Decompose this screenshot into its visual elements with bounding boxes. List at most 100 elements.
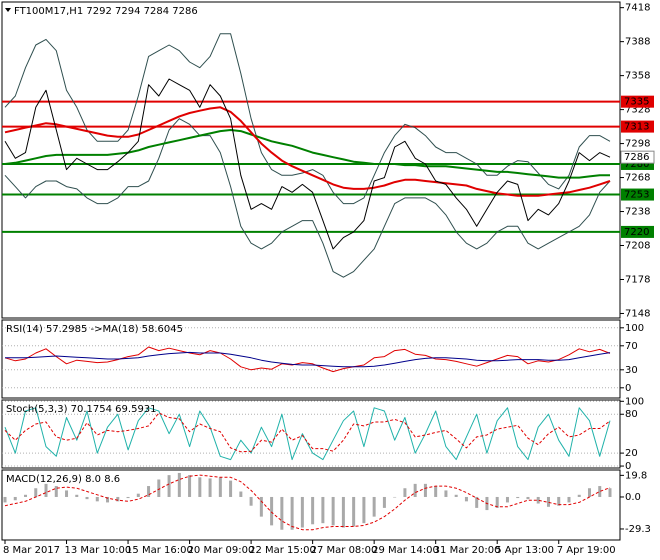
histogram-bar xyxy=(44,483,48,497)
histogram-bar xyxy=(434,486,438,497)
histogram-bar xyxy=(331,496,335,526)
level-tag xyxy=(621,95,654,108)
level-tag xyxy=(621,225,654,238)
histogram-bar xyxy=(577,494,581,497)
histogram-bar xyxy=(3,496,7,503)
y-tick-label: 19.8 xyxy=(625,470,647,481)
histogram-bar xyxy=(34,488,38,497)
histogram-bar xyxy=(475,496,479,508)
level-tag-label: 7280 xyxy=(624,159,649,170)
histogram-bar xyxy=(516,496,520,499)
histogram-bar xyxy=(454,494,458,497)
histogram-bar xyxy=(280,496,284,530)
series-line xyxy=(4,33,611,205)
histogram-bar xyxy=(505,496,509,503)
histogram-bar xyxy=(341,496,345,528)
panel-frame xyxy=(1,319,621,399)
y-tick-label: 7238 xyxy=(625,207,650,218)
histogram-bar xyxy=(557,496,561,506)
panel-plot xyxy=(2,400,620,467)
histogram-bar xyxy=(75,494,79,497)
histogram-bar xyxy=(188,475,192,497)
histogram-bar xyxy=(147,486,151,497)
histogram-bar xyxy=(536,496,540,504)
histogram-bar xyxy=(229,480,233,497)
x-tick-label: 31 Mar 20:00 xyxy=(434,545,501,556)
panel-plot xyxy=(3,472,612,531)
histogram-bar xyxy=(567,496,571,503)
level-tag xyxy=(621,188,654,201)
histogram-bar xyxy=(362,496,366,524)
panel-title: FT100M17,H1 7292 7294 7284 7286 xyxy=(14,6,198,17)
histogram-bar xyxy=(372,496,376,517)
histogram-bar xyxy=(157,479,161,497)
histogram-bar xyxy=(382,496,386,508)
histogram-bar xyxy=(95,496,99,502)
series-line xyxy=(4,106,611,197)
y-tick-label: 0 xyxy=(625,461,631,472)
histogram-bar xyxy=(106,496,110,503)
histogram-bar xyxy=(198,477,202,497)
series-line xyxy=(4,407,611,461)
histogram-bar xyxy=(300,496,304,528)
y-tick-label: 7358 xyxy=(625,71,650,82)
histogram-bar xyxy=(403,488,407,497)
panel-title: MACD(12,26,9) 8.0 8.6 xyxy=(6,474,120,485)
histogram-bar xyxy=(352,496,356,527)
histogram-bar xyxy=(177,472,181,497)
histogram-bar xyxy=(526,496,530,500)
panel-plot xyxy=(2,327,620,389)
y-tick-label: 0 xyxy=(625,383,631,394)
panel-title: Stoch(5,3,3) 70.1754 69.5931 xyxy=(6,404,157,415)
histogram-bar xyxy=(13,496,17,501)
x-tick-label: 27 Mar 08:00 xyxy=(311,545,378,556)
series-line xyxy=(4,78,611,250)
x-tick-label: 29 Mar 14:00 xyxy=(372,545,439,556)
y-tick-label: 7328 xyxy=(625,105,650,116)
histogram-bar xyxy=(598,486,602,497)
histogram-bar xyxy=(167,475,171,497)
series-line xyxy=(5,351,611,368)
y-tick-label: 7418 xyxy=(625,3,650,14)
histogram-bar xyxy=(208,478,212,497)
x-tick-label: 13 Mar 10:00 xyxy=(65,545,132,556)
y-tick-label: 80 xyxy=(625,409,638,420)
histogram-bar xyxy=(423,483,427,497)
x-tick-label: 22 Mar 15:00 xyxy=(249,545,316,556)
histogram-bar xyxy=(290,496,294,530)
histogram-bar xyxy=(249,496,253,506)
panel-title: RSI(14) 57.2985 ->MA(18) 58.6045 xyxy=(6,324,183,335)
y-tick-label: 7298 xyxy=(625,139,650,150)
y-tick-label: 7148 xyxy=(625,308,650,319)
y-tick-label: 7388 xyxy=(625,37,650,48)
series-line xyxy=(4,118,611,278)
histogram-bar xyxy=(270,496,274,526)
panel-frame xyxy=(1,469,621,541)
x-tick-label: 15 Mar 16:00 xyxy=(126,545,193,556)
histogram-bar xyxy=(126,496,130,499)
histogram-bar xyxy=(608,488,612,497)
histogram-bar xyxy=(413,483,417,497)
level-tag xyxy=(621,120,654,133)
y-tick-label: -29.3 xyxy=(625,524,651,535)
y-tick-label: 7208 xyxy=(625,241,650,252)
histogram-bar xyxy=(546,496,550,507)
panel-frame xyxy=(1,1,621,319)
y-tick-label: 20 xyxy=(625,448,638,459)
y-tick-label: 0.0 xyxy=(625,492,641,503)
histogram-bar xyxy=(464,496,468,502)
level-tag-label: 7335 xyxy=(624,97,649,108)
x-tick-label: 5 Apr 13:00 xyxy=(495,545,554,556)
x-tick-label: 8 Mar 2017 xyxy=(3,545,60,556)
y-tick-label: 100 xyxy=(625,396,644,407)
y-tick-label: 70 xyxy=(625,341,638,352)
series-line xyxy=(4,474,611,531)
histogram-bar xyxy=(587,488,591,497)
histogram-bar xyxy=(321,496,325,524)
histogram-bar xyxy=(218,477,222,497)
histogram-bar xyxy=(24,494,28,497)
histogram-bar xyxy=(54,486,58,497)
histogram-bar xyxy=(116,496,120,502)
